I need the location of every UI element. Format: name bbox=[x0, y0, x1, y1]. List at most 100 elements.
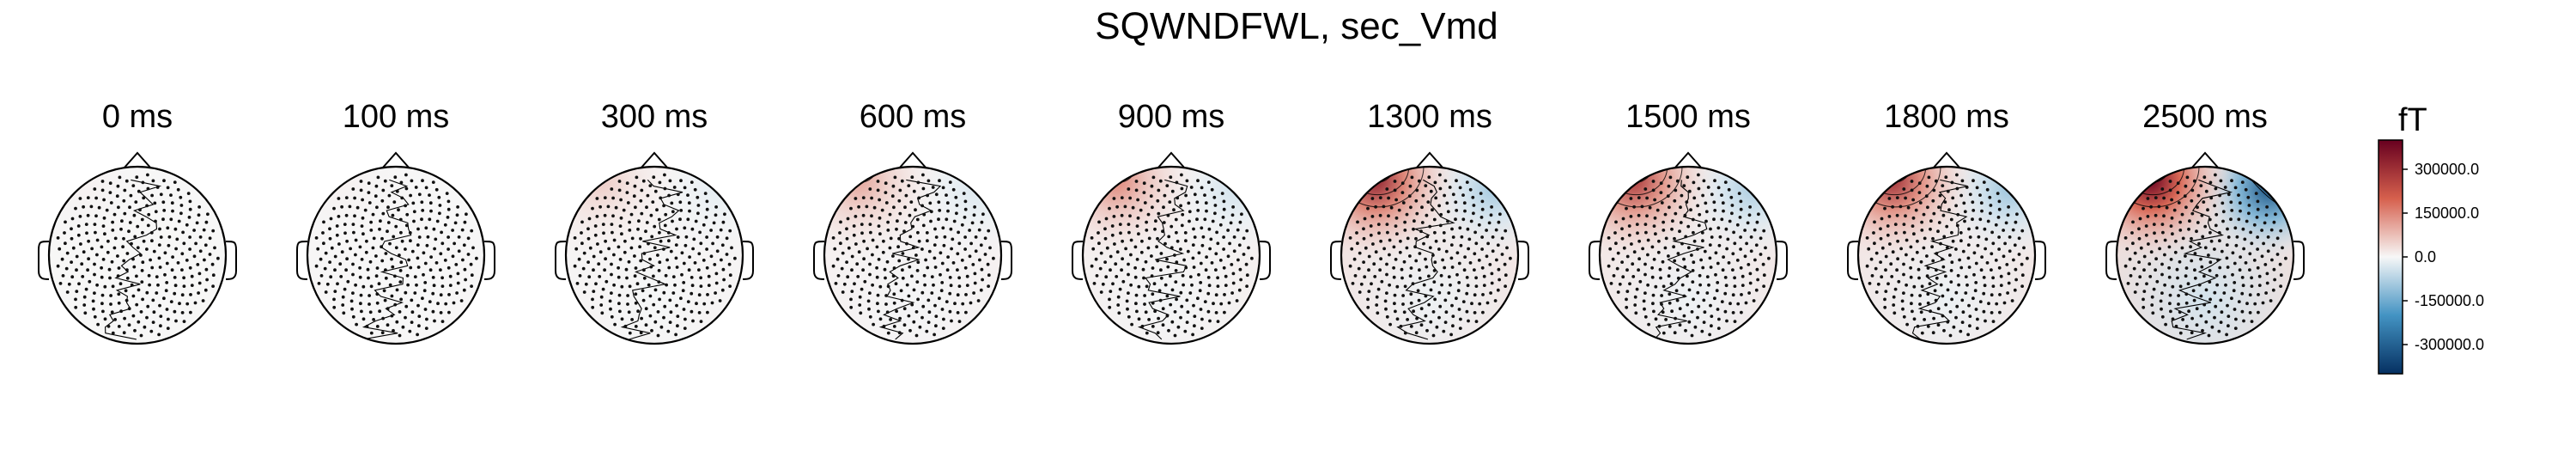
sensor-dot bbox=[1432, 280, 1437, 284]
sensor-dot bbox=[1509, 256, 1512, 260]
sensor-dot bbox=[452, 301, 456, 305]
sensor-dot bbox=[1984, 319, 1987, 323]
sensor-dot bbox=[1912, 232, 1916, 236]
sensor-dot bbox=[1743, 254, 1747, 259]
sensor-dot bbox=[1645, 214, 1649, 218]
sensor-dot bbox=[956, 268, 959, 272]
sensor-dot bbox=[1702, 321, 1706, 324]
sensor-dot bbox=[1687, 288, 1692, 292]
sensor-dot bbox=[1437, 315, 1441, 320]
sensor-dot bbox=[938, 179, 941, 183]
sensor-dot bbox=[658, 297, 661, 302]
sensor-dot bbox=[845, 236, 849, 241]
sensor-dot bbox=[858, 295, 862, 299]
sensor-dot bbox=[1666, 194, 1670, 198]
sensor-dot bbox=[1405, 212, 1409, 217]
sensor-dot bbox=[1184, 266, 1188, 270]
sensor-dot bbox=[167, 235, 172, 239]
sensor-dot bbox=[1176, 239, 1180, 243]
sensor-dot bbox=[1399, 324, 1403, 328]
sensor-dot bbox=[131, 294, 136, 298]
sensor-dot bbox=[1902, 291, 1905, 295]
sensor-dot bbox=[1431, 310, 1436, 314]
sensor-dot bbox=[65, 290, 70, 294]
sensor-dot bbox=[926, 193, 929, 198]
sensor-dot bbox=[933, 303, 937, 308]
sensor-dot bbox=[2180, 246, 2184, 250]
sensor-dot bbox=[368, 302, 371, 306]
sensor-dot bbox=[1659, 181, 1663, 186]
sensor-dot bbox=[836, 274, 841, 278]
sensor-dot bbox=[635, 175, 639, 180]
sensor-dot bbox=[1462, 268, 1467, 272]
sensor-dot bbox=[393, 175, 398, 180]
sensor-dot bbox=[932, 283, 935, 287]
sensor-dot bbox=[134, 200, 138, 205]
sensor-dot bbox=[1367, 290, 1371, 293]
sensor-dot bbox=[1646, 253, 1649, 257]
sensor-dot bbox=[863, 279, 867, 284]
sensor-dot bbox=[333, 268, 337, 272]
sensor-dot bbox=[322, 241, 325, 246]
sensor-dot bbox=[1134, 293, 1139, 297]
sensor-dot bbox=[417, 235, 422, 239]
sensor-dot bbox=[1151, 325, 1155, 328]
sensor-dot bbox=[2231, 272, 2234, 277]
sensor-dot bbox=[1193, 235, 1197, 239]
sensor-dot bbox=[125, 252, 130, 255]
sensor-dot bbox=[130, 241, 133, 246]
sensor-dot bbox=[1668, 325, 1672, 328]
sensor-dot bbox=[1999, 284, 2003, 287]
sensor-dot bbox=[1393, 180, 1397, 183]
sensor-dot bbox=[1692, 297, 1695, 302]
sensor-dot bbox=[133, 235, 137, 239]
sensor-dot bbox=[878, 198, 881, 202]
sensor-dot bbox=[100, 266, 103, 270]
sensor-dot bbox=[102, 216, 106, 220]
sensor-dot bbox=[417, 314, 422, 318]
sensor-dot bbox=[2186, 282, 2190, 286]
sensor-dot bbox=[2204, 320, 2208, 324]
sensor-dot bbox=[2158, 247, 2162, 251]
sensor-dot bbox=[208, 236, 212, 241]
sensor-dot bbox=[1394, 216, 1399, 220]
sensor-dot bbox=[1150, 254, 1153, 258]
sensor-dot bbox=[379, 219, 382, 223]
sensor-dot bbox=[1887, 215, 1892, 218]
sensor-dot bbox=[382, 289, 386, 293]
sensor-dot bbox=[1911, 198, 1916, 202]
sensor-dot bbox=[1146, 246, 1151, 250]
sensor-dot bbox=[1925, 274, 1929, 278]
sensor-dot bbox=[1455, 179, 1458, 183]
sensor-dot bbox=[2142, 254, 2147, 259]
sensor-dot bbox=[2257, 310, 2260, 314]
sensor-dot bbox=[335, 233, 339, 237]
sensor-dot bbox=[839, 241, 842, 246]
sensor-dot bbox=[374, 274, 379, 278]
sensor-dot bbox=[1683, 265, 1687, 269]
sensor-dot bbox=[644, 229, 647, 234]
sensor-dot bbox=[2187, 227, 2190, 231]
sensor-dot bbox=[1945, 224, 1949, 229]
sensor-dot bbox=[1458, 226, 1462, 230]
sensor-dot bbox=[2013, 243, 2017, 247]
sensor-dot bbox=[1683, 213, 1687, 217]
sensor-dot bbox=[170, 268, 174, 272]
sensor-dot bbox=[1388, 322, 1392, 327]
sensor-dot bbox=[197, 205, 202, 209]
sensor-dot bbox=[1431, 208, 1434, 212]
sensor-dot bbox=[181, 230, 185, 235]
sensor-dot bbox=[1895, 268, 1899, 272]
sensor-dot bbox=[2190, 211, 2195, 216]
sensor-dot bbox=[2256, 207, 2260, 211]
sensor-dot bbox=[2275, 253, 2280, 256]
sensor-dot bbox=[407, 258, 410, 262]
sensor-dot bbox=[1450, 303, 1454, 308]
sensor-dot bbox=[447, 310, 451, 314]
sensor-dot bbox=[1099, 290, 1103, 294]
sensor-dot bbox=[1620, 260, 1624, 264]
sensor-dot bbox=[1412, 309, 1415, 314]
sensor-dot bbox=[1356, 241, 1359, 246]
sensor-dot bbox=[1739, 247, 1742, 251]
sensor-dot bbox=[917, 239, 921, 243]
